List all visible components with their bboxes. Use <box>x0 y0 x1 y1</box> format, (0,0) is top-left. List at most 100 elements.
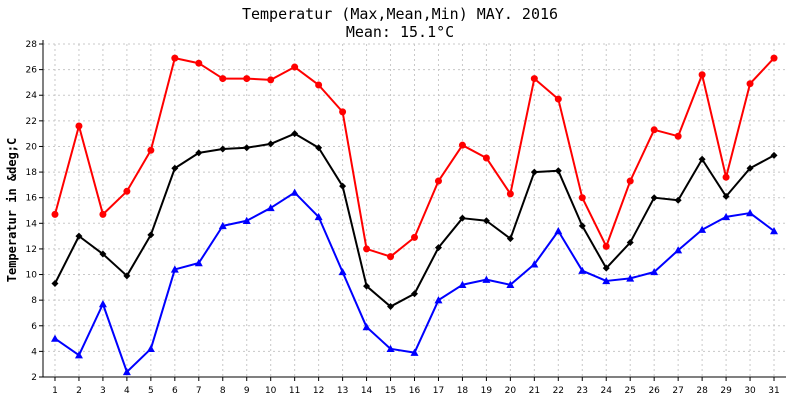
data-point <box>650 194 658 202</box>
data-point <box>482 154 490 162</box>
data-point <box>267 140 275 148</box>
data-point <box>434 177 442 185</box>
x-tick-label: 27 <box>672 386 683 396</box>
data-point <box>387 253 395 261</box>
chart-title: Temperatur (Max,Mean,Min) MAY. 2016 <box>241 5 559 23</box>
y-tick-label: 6 <box>31 322 37 332</box>
data-point <box>99 250 107 258</box>
y-tick-label: 14 <box>26 219 38 229</box>
data-point <box>411 233 418 241</box>
x-tick-label: 16 <box>409 386 421 396</box>
y-tick-label: 12 <box>26 245 37 255</box>
data-point <box>674 132 682 140</box>
x-tick-label: 19 <box>481 386 493 396</box>
x-tick-label: 14 <box>361 386 373 396</box>
data-point <box>674 246 683 254</box>
x-tick-label: 1 <box>52 386 58 396</box>
x-tick-label: 15 <box>385 386 396 396</box>
x-tick-label: 25 <box>624 386 635 396</box>
data-point <box>219 145 227 153</box>
x-tick-label: 12 <box>313 386 324 396</box>
data-point <box>698 225 707 233</box>
data-point <box>770 54 778 62</box>
data-point <box>458 280 467 288</box>
data-point <box>410 348 419 356</box>
grid <box>43 43 786 377</box>
data-point <box>506 190 514 198</box>
data-point <box>98 299 107 308</box>
data-point <box>123 272 131 280</box>
data-point <box>75 232 83 240</box>
data-point <box>626 274 635 282</box>
data-point <box>674 196 682 204</box>
x-tick-label: 21 <box>529 386 540 396</box>
data-point <box>219 75 227 83</box>
data-point <box>218 221 227 230</box>
y-tick-label: 22 <box>26 117 37 127</box>
data-point <box>146 344 155 353</box>
x-tick-label: 30 <box>744 386 756 396</box>
data-point <box>554 226 563 235</box>
data-point <box>123 187 131 195</box>
y-tick-label: 4 <box>31 347 37 357</box>
data-point <box>339 182 347 190</box>
y-tick-label: 2 <box>31 373 37 383</box>
data-point <box>195 149 203 157</box>
data-point <box>291 63 299 71</box>
data-point <box>506 235 514 243</box>
data-point <box>458 214 466 222</box>
y-tick-label: 24 <box>26 91 38 101</box>
series-2 <box>50 188 779 376</box>
series <box>50 54 779 376</box>
data-point <box>770 226 779 235</box>
chart-subtitle: Mean: 15.1°C <box>345 23 455 41</box>
data-point <box>482 275 491 283</box>
data-point <box>578 222 586 230</box>
data-point <box>554 167 562 175</box>
data-point <box>722 212 731 221</box>
data-point <box>602 276 611 285</box>
data-point <box>650 267 659 276</box>
data-point <box>722 173 730 181</box>
data-point <box>338 267 347 276</box>
data-point <box>147 146 155 154</box>
data-point <box>243 75 251 83</box>
data-point <box>411 290 418 298</box>
x-tick-label: 10 <box>265 386 277 396</box>
x-tick-label: 20 <box>505 386 517 396</box>
data-point <box>698 155 706 163</box>
x-tick-label: 11 <box>289 386 300 396</box>
y-tick-label: 18 <box>26 168 38 178</box>
data-point <box>746 164 754 172</box>
data-point <box>530 75 538 83</box>
data-point <box>602 264 610 272</box>
x-tick-label: 3 <box>100 386 106 396</box>
data-point <box>746 209 755 217</box>
x-tick-label: 8 <box>220 386 226 396</box>
data-point <box>506 280 515 288</box>
series-0 <box>51 54 778 261</box>
y-tick-label: 10 <box>26 271 38 281</box>
data-point <box>267 76 275 84</box>
x-tick-label: 23 <box>577 386 588 396</box>
data-point <box>195 59 203 67</box>
data-point <box>626 239 634 247</box>
x-tick-label: 26 <box>648 386 660 396</box>
x-tick-label: 31 <box>768 386 779 396</box>
data-point <box>386 344 395 353</box>
y-axis-title: Temperatur in &deg;C <box>5 138 19 283</box>
data-point <box>387 303 395 311</box>
x-tick-label: 13 <box>337 386 348 396</box>
data-point <box>722 192 730 200</box>
y-tick-label: 20 <box>26 142 38 152</box>
data-point <box>698 71 706 79</box>
x-tick-label: 4 <box>124 386 130 396</box>
data-point <box>75 122 83 130</box>
data-point <box>171 54 179 62</box>
data-point <box>746 80 754 88</box>
data-point <box>578 266 587 274</box>
data-point <box>51 210 59 218</box>
y-tick-label: 8 <box>31 296 37 306</box>
x-tick-label: 22 <box>553 386 564 396</box>
data-point <box>554 95 562 103</box>
